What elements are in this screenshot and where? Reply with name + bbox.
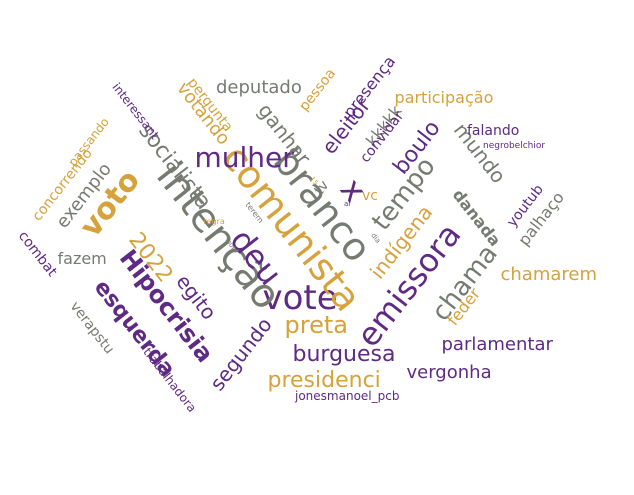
cloud-word: jonesmanoel_pcb [295, 389, 400, 403]
cloud-word: vote [262, 278, 338, 318]
cloud-word: preta [284, 311, 348, 339]
cloud-word: segundo [205, 312, 277, 396]
cloud-word: falando [467, 123, 520, 139]
cloud-word: pessoa [295, 65, 339, 115]
cloud-word: negrobelchior [483, 140, 546, 151]
cloud-word: mulher [194, 141, 294, 174]
cloud-word: presidenci [267, 368, 381, 393]
cloud-word: vc [362, 188, 378, 204]
cloud-word: vergonha [406, 362, 492, 383]
cloud-word: chamarem [500, 264, 598, 285]
cloud-word: burguesa [292, 342, 396, 367]
cloud-word: ai [344, 199, 351, 208]
cloud-word: deputado [216, 77, 302, 98]
cloud-word: regra [203, 217, 225, 226]
cloud-word: combat [14, 228, 60, 280]
cloud-word: participação [394, 88, 494, 107]
cloud-word: parlamentar [441, 334, 553, 355]
cloud-word: fazem [57, 249, 107, 268]
